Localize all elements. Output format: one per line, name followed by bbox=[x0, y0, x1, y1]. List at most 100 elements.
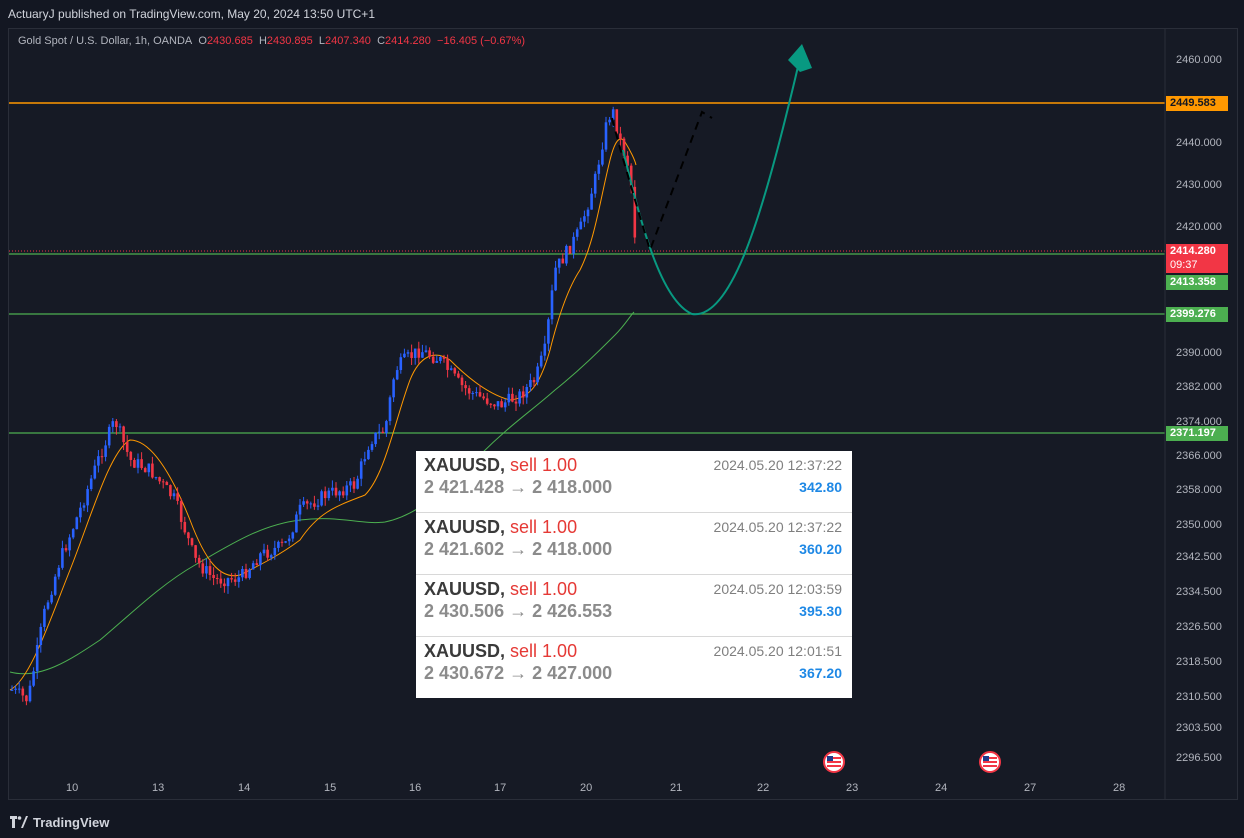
candle-body bbox=[309, 503, 313, 505]
candle-body bbox=[615, 109, 619, 134]
candle-body bbox=[284, 541, 287, 543]
price-axis-label: 2430.000 bbox=[1176, 179, 1222, 191]
candle-body bbox=[539, 355, 543, 367]
candle-body bbox=[439, 356, 442, 361]
candle-body bbox=[575, 229, 579, 237]
candle-body bbox=[244, 568, 248, 578]
candle-body bbox=[197, 557, 201, 564]
candle-body bbox=[385, 421, 388, 434]
candle-body bbox=[619, 133, 622, 139]
trade-side: sell 1.00 bbox=[510, 579, 578, 599]
trade-prices: 2 430.506 → 2 426.553 bbox=[424, 601, 613, 621]
candle-body bbox=[496, 401, 500, 407]
candle-body bbox=[543, 343, 547, 356]
candle-body bbox=[413, 348, 417, 358]
symbol-name: Gold Spot / U.S. Dollar, 1h, OANDA bbox=[18, 35, 193, 47]
candle-body bbox=[435, 360, 439, 363]
candle-body bbox=[611, 109, 615, 120]
candle-body bbox=[586, 209, 590, 217]
trade-row[interactable]: XAUUSD, sell 1.00 2 430.672 → 2 427.000 … bbox=[416, 637, 852, 698]
time-axis-label: 10 bbox=[66, 782, 79, 794]
trade-row[interactable]: XAUUSD, sell 1.00 2 421.602 → 2 418.000 … bbox=[416, 513, 852, 575]
candle-body bbox=[320, 491, 323, 506]
candle-body bbox=[93, 465, 97, 479]
candle-body bbox=[583, 216, 586, 222]
candle-body bbox=[248, 569, 251, 578]
candle-body bbox=[32, 671, 35, 686]
candle-body bbox=[349, 481, 352, 486]
candle-body bbox=[633, 186, 637, 238]
candle-body bbox=[363, 459, 367, 462]
candle-body bbox=[50, 594, 53, 603]
candle-body bbox=[377, 431, 381, 433]
publisher-text: ActuaryJ published on TradingView.com, M… bbox=[8, 7, 375, 21]
candle-body bbox=[17, 688, 21, 690]
candle-body bbox=[161, 481, 165, 483]
candle-body bbox=[97, 456, 100, 466]
alternative-projection-dashed[interactable] bbox=[611, 110, 713, 254]
time-axis-label: 24 bbox=[935, 782, 948, 794]
symbol-legend[interactable]: Gold Spot / U.S. Dollar, 1h, OANDA O2430… bbox=[18, 35, 525, 47]
candlestick-series bbox=[10, 106, 637, 706]
time-axis-label: 22 bbox=[757, 782, 770, 794]
price-axis-label: 2350.000 bbox=[1176, 519, 1222, 531]
candle-body bbox=[269, 555, 273, 558]
candle-body bbox=[280, 541, 284, 543]
candle-body bbox=[381, 431, 385, 434]
us-flag-icon[interactable] bbox=[979, 751, 1001, 773]
candle-body bbox=[424, 350, 428, 353]
trade-row[interactable]: XAUUSD, sell 1.00 2 430.506 → 2 426.553 … bbox=[416, 575, 852, 637]
price-axis-label: 2303.500 bbox=[1176, 722, 1222, 734]
candle-body bbox=[35, 644, 39, 672]
candle-body bbox=[212, 574, 215, 579]
support-1-price-tag: 2413.358 bbox=[1166, 275, 1228, 290]
candle-body bbox=[298, 504, 302, 515]
candle-body bbox=[215, 578, 219, 580]
candle-body bbox=[25, 695, 28, 702]
candle-body bbox=[446, 358, 449, 370]
candle-body bbox=[568, 245, 572, 254]
trade-row[interactable]: XAUUSD, sell 1.00 2 421.428 → 2 418.000 … bbox=[416, 451, 852, 513]
candle-body bbox=[86, 489, 89, 506]
trade-side: sell 1.00 bbox=[510, 455, 578, 475]
candle-body bbox=[590, 193, 593, 210]
candle-body bbox=[410, 352, 413, 358]
candle-body bbox=[165, 482, 169, 486]
support-3-price-tag: 2371.197 bbox=[1166, 426, 1228, 441]
price-axis-label: 2318.500 bbox=[1176, 656, 1222, 668]
candle-body bbox=[367, 449, 370, 460]
candle-body bbox=[89, 478, 93, 490]
candle-body bbox=[107, 426, 111, 446]
us-flag-icon[interactable] bbox=[823, 751, 845, 773]
candle-body bbox=[226, 578, 230, 587]
footer-brand[interactable]: TradingView bbox=[33, 814, 110, 830]
candle-body bbox=[46, 602, 50, 609]
candle-body bbox=[352, 481, 356, 489]
trade-symbol: XAUUSD, bbox=[424, 641, 506, 661]
candle-body bbox=[514, 401, 518, 404]
candle-body bbox=[579, 221, 583, 230]
trade-symbol: XAUUSD, bbox=[424, 579, 506, 599]
time-axis-label: 21 bbox=[670, 782, 683, 794]
price-axis-label: 2358.000 bbox=[1176, 484, 1222, 496]
trade-symbol: XAUUSD, bbox=[424, 455, 506, 475]
tradingview-logo-icon[interactable] bbox=[10, 816, 28, 828]
candle-body bbox=[417, 348, 421, 358]
time-axis-label: 14 bbox=[238, 782, 251, 794]
candle-body bbox=[392, 379, 395, 398]
candle-body bbox=[403, 353, 406, 358]
price-axis-label: 2460.000 bbox=[1176, 54, 1222, 66]
candle-body bbox=[75, 517, 79, 530]
candle-body bbox=[525, 386, 529, 398]
candle-body bbox=[64, 548, 68, 551]
projection-curve[interactable] bbox=[622, 61, 800, 316]
candle-body bbox=[547, 319, 550, 344]
candle-body bbox=[550, 290, 554, 320]
candle-body bbox=[71, 529, 75, 538]
trade-time: 2024.05.20 12:37:22 bbox=[713, 457, 842, 473]
trade-time: 2024.05.20 12:01:51 bbox=[713, 643, 842, 659]
candle-body bbox=[241, 568, 244, 578]
trade-side: sell 1.00 bbox=[510, 517, 578, 537]
candle-body bbox=[532, 379, 536, 383]
